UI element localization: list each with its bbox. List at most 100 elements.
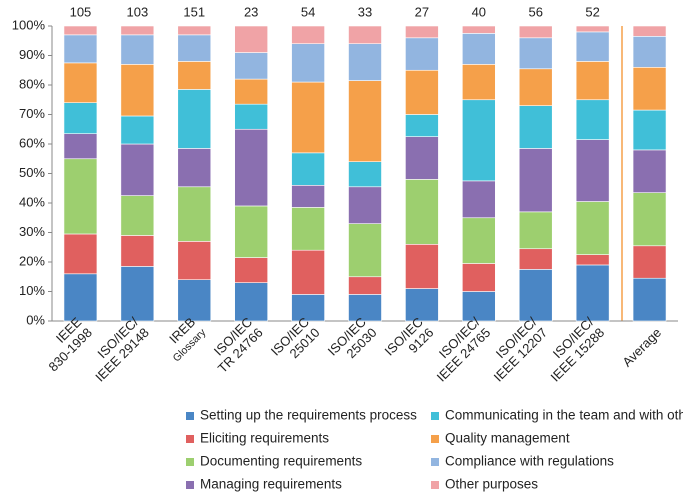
- bar-segment: [120, 64, 155, 117]
- bar-segment: [348, 294, 382, 322]
- x-tick-label: ISO/IEC/IEEE 24765: [434, 314, 494, 385]
- bar-segment: [518, 148, 553, 213]
- legend-swatch: [431, 481, 439, 489]
- bar-segment: [518, 68, 553, 106]
- bar-segment: [177, 89, 212, 149]
- bar-segment: [291, 249, 325, 295]
- count-label: 151: [183, 4, 205, 19]
- count-label: 52: [585, 4, 599, 19]
- bar-segment: [632, 67, 667, 111]
- bar-segment: [405, 136, 439, 180]
- bar-segment: [291, 207, 325, 251]
- bar-segment: [405, 244, 439, 289]
- bar-segment: [575, 25, 610, 33]
- legend-swatch: [186, 435, 194, 443]
- bar-segment: [234, 52, 268, 80]
- x-tick-label: Average: [619, 325, 664, 370]
- bar-segment: [518, 105, 553, 149]
- bar-segment: [518, 37, 553, 70]
- bar-segment: [234, 282, 268, 322]
- count-label: 56: [528, 4, 542, 19]
- bar-segment: [518, 25, 553, 39]
- bar-segment: [177, 25, 212, 36]
- bar-segment: [234, 78, 268, 105]
- bar-segment: [348, 43, 382, 81]
- bar-segment: [63, 34, 98, 64]
- legend-label: Quality management: [445, 431, 570, 446]
- x-tick-label-line: Average: [619, 325, 664, 370]
- bar-segment: [120, 25, 155, 36]
- bar-segment: [177, 61, 212, 90]
- bar-segment: [63, 233, 98, 275]
- bar-segment: [462, 291, 496, 322]
- y-tick-label: 100%: [12, 17, 46, 32]
- bar-segment: [405, 179, 439, 245]
- legend-label: Managing requirements: [200, 477, 342, 492]
- bar-segment: [63, 133, 98, 160]
- bar-segment: [177, 241, 212, 281]
- bar-segment: [120, 34, 155, 65]
- count-label: 27: [415, 4, 429, 19]
- bar-segment: [405, 69, 439, 115]
- bar-segment: [632, 109, 667, 151]
- bar-segment: [63, 158, 98, 235]
- bar-segment: [632, 25, 667, 37]
- bar-segment: [575, 99, 610, 140]
- y-tick-label: 60%: [19, 135, 45, 150]
- bar-segment: [120, 115, 155, 145]
- bar-segment: [348, 80, 382, 162]
- bar-segment: [348, 161, 382, 188]
- bar-segment: [405, 114, 439, 137]
- bar-segment: [575, 61, 610, 101]
- bar-segment: [462, 217, 496, 264]
- bar-segment: [348, 276, 382, 295]
- legend-label: Other purposes: [445, 477, 538, 492]
- bar-segment: [575, 139, 610, 202]
- legend-swatch: [186, 481, 194, 489]
- bar-segment: [462, 25, 496, 34]
- bar-segment: [462, 263, 496, 292]
- bar-segment: [405, 288, 439, 322]
- bar-segment: [291, 185, 325, 208]
- bar-segment: [348, 223, 382, 278]
- x-tick-label: ISO/IEC/IEEE 29148: [92, 314, 152, 385]
- bar-segment: [234, 128, 268, 207]
- legend-label: Documenting requirements: [200, 454, 362, 469]
- count-label: 23: [244, 4, 258, 19]
- x-tick-label: ISO/IEC/IEEE 15288: [548, 314, 608, 385]
- y-tick-label: 70%: [19, 106, 45, 121]
- bar-segment: [632, 36, 667, 68]
- count-label: 103: [127, 4, 149, 19]
- count-label: 54: [301, 4, 315, 19]
- bar-segment: [234, 205, 268, 258]
- bar-segment: [63, 273, 98, 322]
- bar-segment: [291, 81, 325, 154]
- bar-segment: [120, 143, 155, 196]
- legend-label: Communicating in the team and with other…: [445, 408, 683, 423]
- y-tick-label: 80%: [19, 76, 45, 91]
- bar-segment: [575, 254, 610, 266]
- y-tick-label: 50%: [19, 165, 45, 180]
- y-tick-label: 40%: [19, 194, 45, 209]
- bar-segment: [291, 152, 325, 186]
- bar-segment: [575, 264, 610, 322]
- bar-segment: [120, 195, 155, 236]
- legend-label: Eliciting requirements: [200, 431, 329, 446]
- bar-segment: [348, 25, 382, 45]
- legend-swatch: [431, 435, 439, 443]
- bar-segment: [177, 34, 212, 62]
- bar-segment: [234, 257, 268, 283]
- bar-segment: [518, 211, 553, 250]
- count-label: 33: [358, 4, 372, 19]
- legend-swatch: [186, 458, 194, 466]
- bar-segment: [462, 180, 496, 219]
- bar-segment: [518, 248, 553, 270]
- bar-segment: [462, 99, 496, 182]
- bar-segment: [632, 192, 667, 247]
- bar-segment: [632, 245, 667, 279]
- bar-segment: [575, 31, 610, 62]
